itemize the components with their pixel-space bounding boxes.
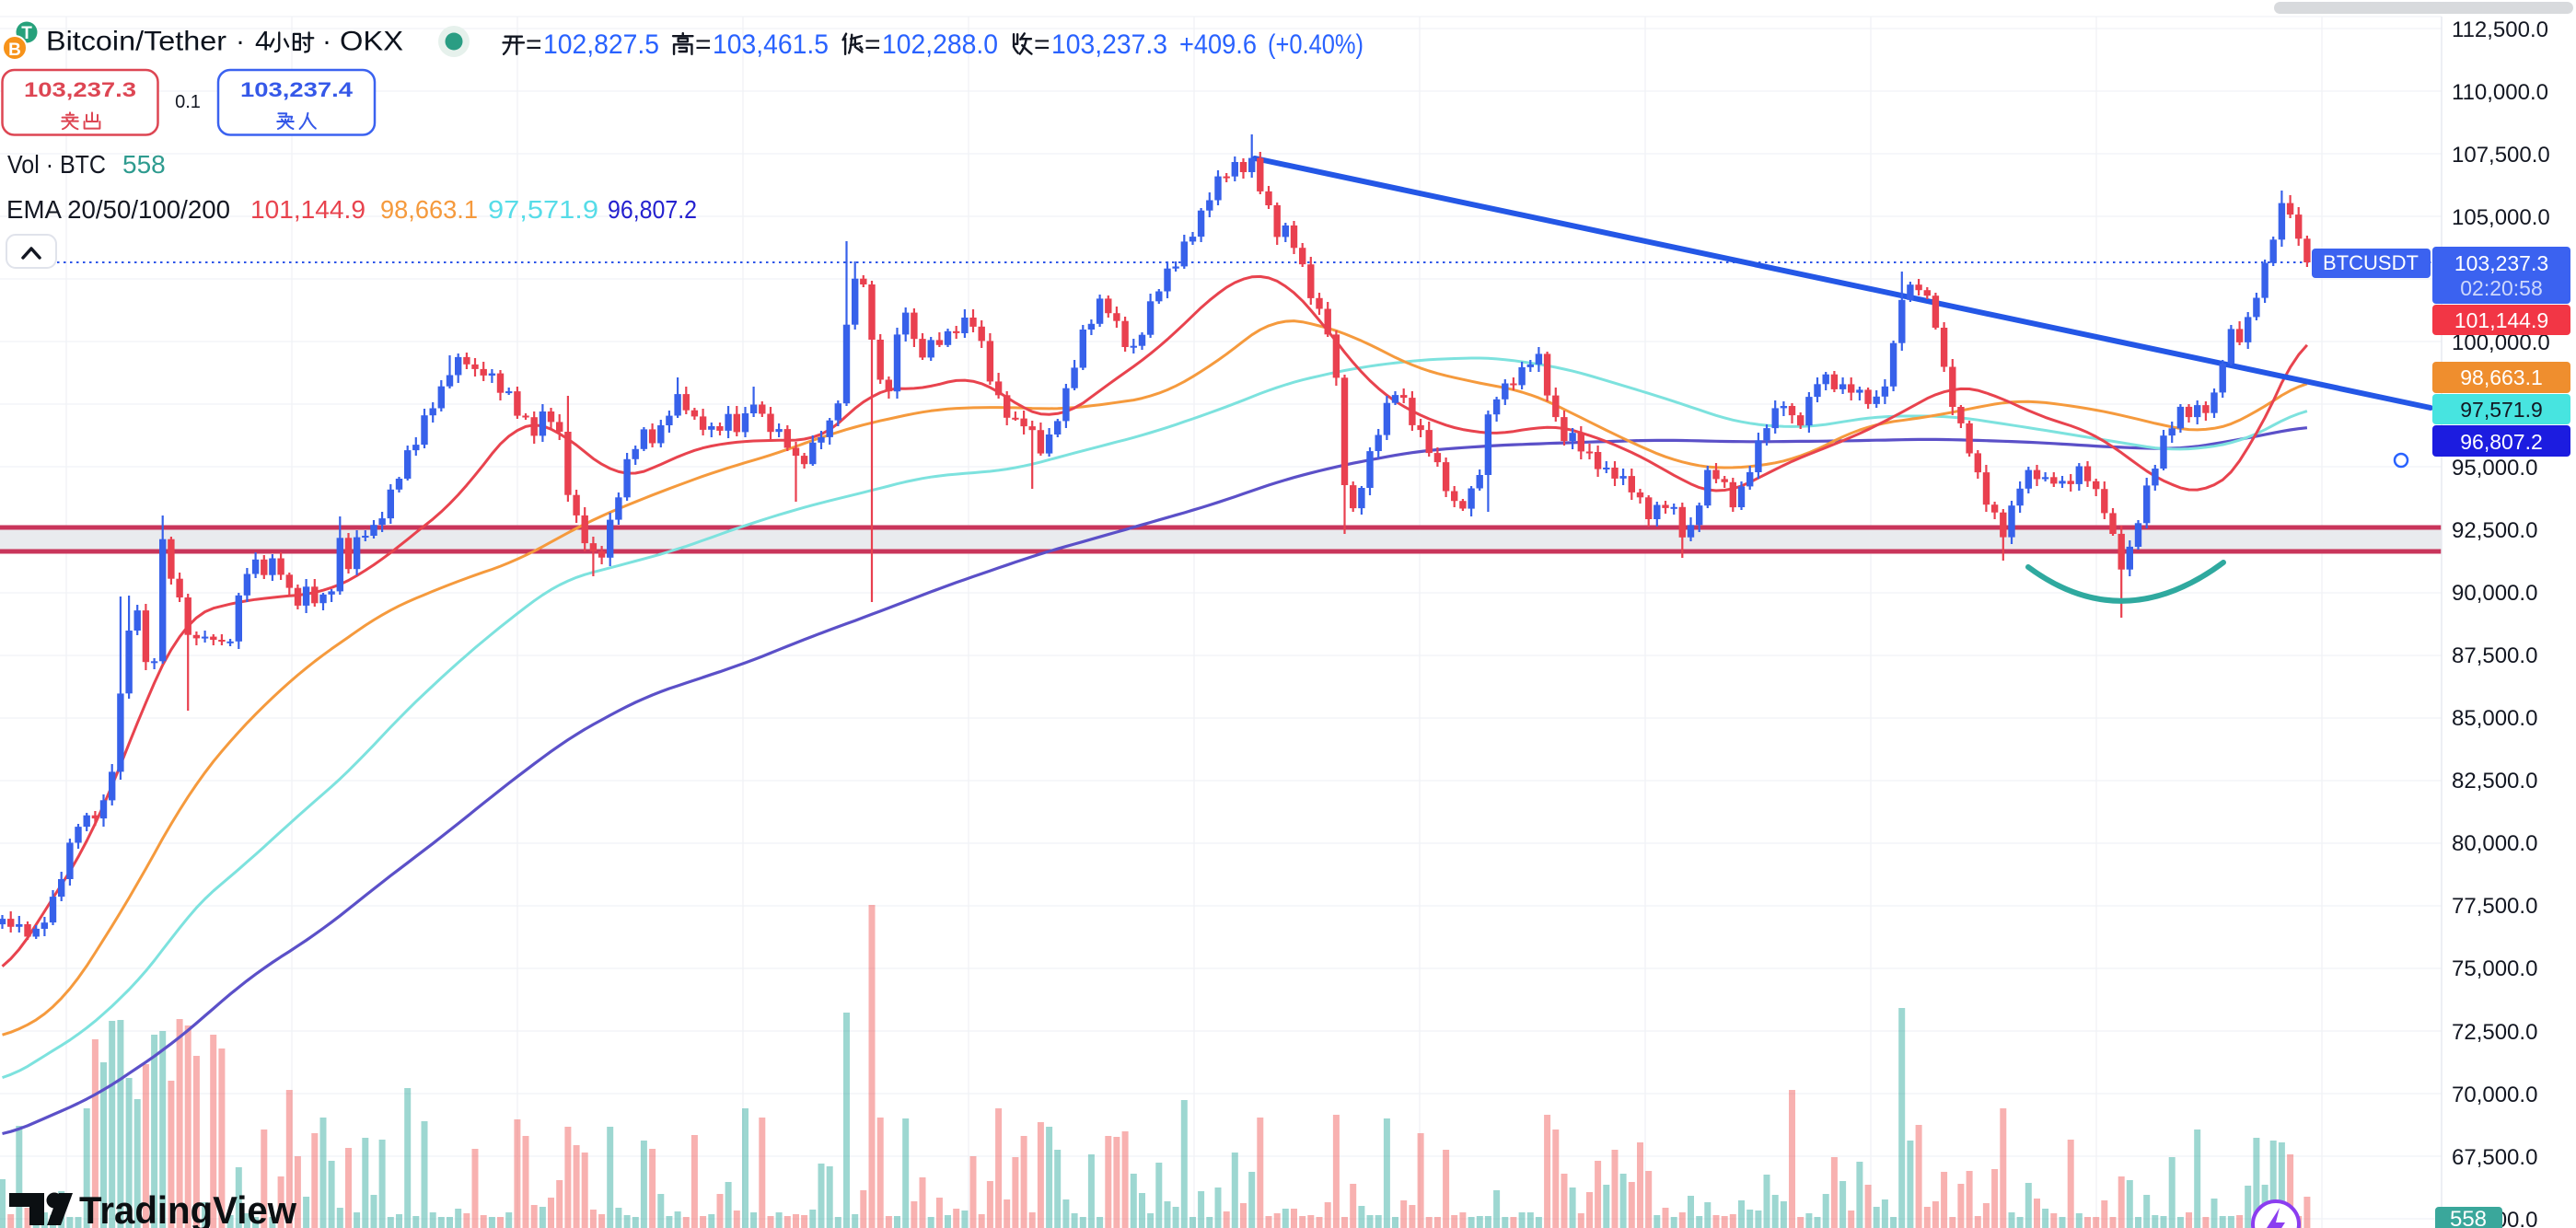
svg-text:103,237.3: 103,237.3: [1051, 29, 1167, 60]
svg-text:92,500.0: 92,500.0: [2452, 518, 2537, 543]
svg-text:98,663.1: 98,663.1: [380, 195, 478, 224]
svg-text:97,571.9: 97,571.9: [488, 195, 598, 224]
svg-text:105,000.0: 105,000.0: [2452, 205, 2550, 230]
svg-text:BTCUSDT: BTCUSDT: [2323, 251, 2419, 274]
svg-text:103,237.3: 103,237.3: [2454, 251, 2548, 275]
svg-text:101,144.9: 101,144.9: [250, 195, 366, 224]
svg-text:558: 558: [2450, 1207, 2487, 1228]
svg-text:TradingView: TradingView: [79, 1188, 296, 1228]
svg-text:67,500.0: 67,500.0: [2452, 1145, 2537, 1170]
svg-text:·: ·: [322, 27, 331, 57]
svg-text:103,461.5: 103,461.5: [713, 29, 829, 60]
svg-text:96,807.2: 96,807.2: [2460, 430, 2543, 454]
svg-text:112,500.0: 112,500.0: [2452, 17, 2548, 42]
svg-text:OKX: OKX: [340, 27, 403, 57]
svg-text:97,571.9: 97,571.9: [2460, 398, 2543, 422]
svg-text:102,827.5: 102,827.5: [543, 29, 659, 60]
svg-text:77,500.0: 77,500.0: [2452, 894, 2537, 919]
svg-text:Vol · BTC: Vol · BTC: [7, 150, 106, 179]
svg-text:B: B: [8, 41, 21, 60]
svg-text:=: =: [526, 29, 542, 60]
svg-text:·: ·: [236, 27, 245, 57]
svg-text:70,000.0: 70,000.0: [2452, 1083, 2537, 1107]
svg-text:103,237.3: 103,237.3: [24, 78, 136, 101]
svg-text:=: =: [695, 29, 712, 60]
svg-text:96,807.2: 96,807.2: [608, 195, 697, 224]
svg-text:=: =: [864, 29, 881, 60]
svg-text:90,000.0: 90,000.0: [2452, 581, 2537, 606]
svg-text:98,663.1: 98,663.1: [2460, 365, 2543, 389]
svg-text:558: 558: [122, 150, 166, 179]
svg-text:102,288.0: 102,288.0: [882, 29, 998, 60]
svg-text:02:20:58: 02:20:58: [2460, 276, 2543, 300]
svg-text:101,144.9: 101,144.9: [2454, 308, 2548, 332]
svg-text:Bitcoin/Tether: Bitcoin/Tether: [46, 27, 226, 57]
svg-text:85,000.0: 85,000.0: [2452, 706, 2537, 731]
svg-text:95,000.0: 95,000.0: [2452, 456, 2537, 481]
svg-text:+409.6: +409.6: [1179, 29, 1257, 60]
svg-text:T: T: [21, 24, 32, 43]
svg-text:107,500.0: 107,500.0: [2452, 143, 2550, 168]
svg-text:103,237.4: 103,237.4: [240, 78, 354, 101]
svg-text:0.1: 0.1: [175, 92, 201, 112]
svg-text:=: =: [1034, 29, 1050, 60]
svg-text:80,000.0: 80,000.0: [2452, 831, 2537, 856]
svg-text:(+0.40%): (+0.40%): [1268, 29, 1363, 60]
svg-text:82,500.0: 82,500.0: [2452, 769, 2537, 794]
svg-text:75,000.0: 75,000.0: [2452, 956, 2537, 981]
svg-text:EMA 20/50/100/200: EMA 20/50/100/200: [6, 195, 230, 224]
svg-text:72,500.0: 72,500.0: [2452, 1020, 2537, 1045]
svg-text:4: 4: [255, 27, 271, 57]
svg-text:87,500.0: 87,500.0: [2452, 643, 2537, 668]
svg-text:110,000.0: 110,000.0: [2452, 80, 2548, 105]
